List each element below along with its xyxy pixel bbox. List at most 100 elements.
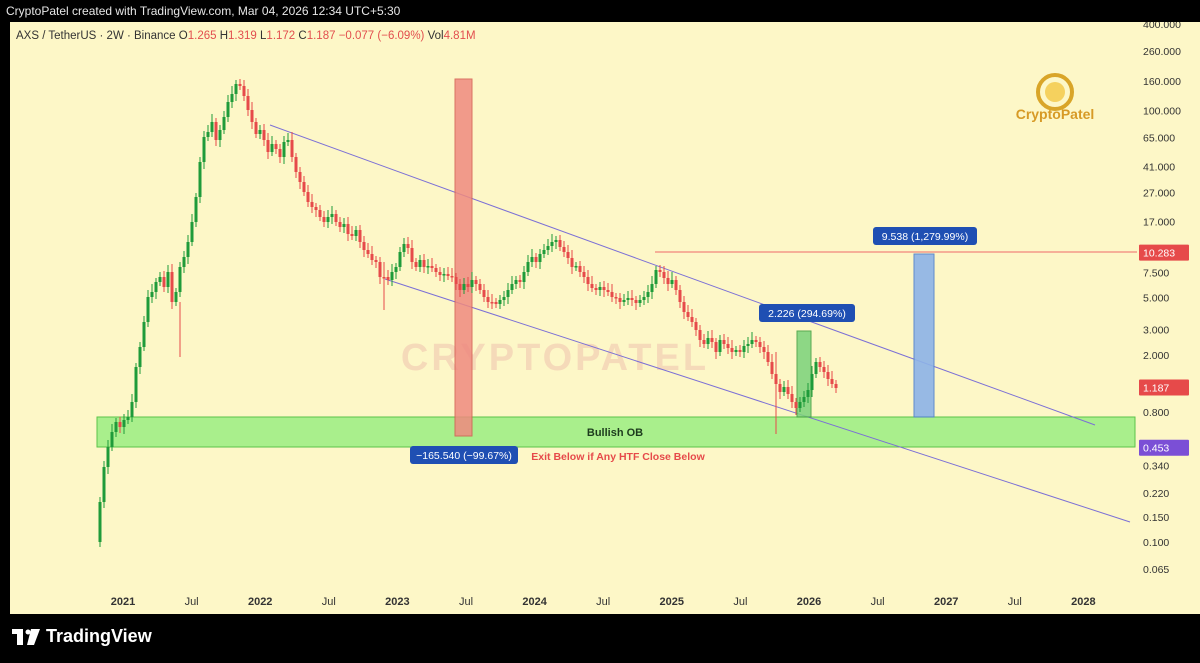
candle	[318, 205, 322, 221]
candle	[426, 259, 430, 274]
candle	[110, 424, 114, 451]
candle	[310, 194, 314, 213]
candle	[314, 203, 318, 217]
price-tag-text: 1.187	[1143, 383, 1169, 395]
candle	[770, 354, 774, 379]
candle	[622, 294, 626, 306]
candle	[530, 249, 534, 267]
candle	[570, 250, 574, 274]
candle	[670, 272, 674, 288]
candle	[674, 276, 678, 295]
time-tick-0: 2021	[111, 596, 135, 608]
candle	[202, 131, 206, 169]
candle	[586, 270, 590, 291]
candle	[378, 257, 382, 284]
candle	[410, 240, 414, 269]
candle	[574, 262, 578, 271]
channel-lower-line[interactable]	[384, 278, 1131, 523]
price-tag-text: 0.453	[1143, 443, 1169, 455]
candle	[438, 267, 442, 281]
candle	[642, 291, 646, 305]
candle	[682, 296, 686, 319]
candle	[182, 251, 186, 273]
candle	[350, 226, 354, 240]
candle	[518, 275, 522, 288]
candle	[458, 279, 462, 297]
candle	[422, 254, 426, 273]
price-tick-5: 41.000	[1143, 161, 1175, 173]
measure-label-drop[interactable]: −165.540 (−99.67%)	[410, 446, 518, 464]
candle	[210, 114, 214, 137]
candle	[758, 337, 762, 353]
candle	[722, 334, 726, 349]
candle	[614, 293, 618, 304]
price-chart[interactable]: AXS / TetherUS · 2W · Binance O1.265 H1.…	[10, 22, 1200, 614]
chart-credit-bar: CryptoPatel created with TradingView.com…	[0, 0, 1200, 22]
channel-upper-line[interactable]	[269, 124, 1096, 426]
change-value: −0.077 (−6.09%)	[338, 30, 425, 42]
tradingview-brand: TradingView	[46, 626, 152, 646]
candle	[730, 340, 734, 359]
candle	[430, 258, 434, 272]
cryptopatel-logo: CryptoPatel	[1016, 73, 1095, 122]
candle	[590, 276, 594, 292]
candle	[834, 380, 838, 393]
symbol-legend[interactable]: AXS / TetherUS · 2W · Binance O1.265 H1.…	[16, 30, 476, 42]
candlestick-series[interactable]	[98, 79, 838, 547]
candle	[806, 383, 810, 403]
bullish-ob-label: Bullish OB	[587, 427, 643, 439]
candle	[578, 261, 582, 277]
open-value: 1.265	[187, 30, 217, 42]
candle	[278, 144, 282, 163]
candle	[358, 225, 362, 248]
tradingview-logo[interactable]: TradingView	[12, 626, 152, 647]
candle	[354, 226, 358, 241]
candle	[330, 206, 334, 224]
low-label: L	[260, 30, 267, 42]
time-tick-1: Jul	[185, 596, 199, 608]
candle	[710, 330, 714, 348]
candle	[230, 86, 234, 108]
candle	[402, 238, 406, 257]
candle	[166, 265, 170, 293]
candle	[366, 243, 370, 258]
candle	[766, 345, 770, 366]
candle	[234, 80, 238, 101]
candle	[486, 290, 490, 308]
price-tag-ob: 0.453	[1139, 439, 1189, 456]
drop-measure-box[interactable]	[454, 78, 473, 437]
time-tick-9: Jul	[733, 596, 747, 608]
bullish-ob-zone[interactable]	[96, 416, 1136, 448]
candle	[798, 397, 802, 412]
measure-label-big[interactable]: 9.538 (1,279.99%)	[873, 227, 977, 245]
candle	[690, 309, 694, 327]
candle	[810, 366, 814, 397]
candle	[282, 136, 286, 164]
candle	[326, 210, 330, 228]
candle	[734, 346, 738, 356]
candle	[470, 272, 474, 293]
time-tick-6: 2024	[522, 596, 547, 608]
open-label: O	[178, 30, 188, 42]
measure-label-small-text: 2.226 (294.69%)	[768, 308, 846, 320]
logo-text: CryptoPatel	[1016, 106, 1095, 122]
price-tick-3: 100.000	[1143, 106, 1181, 118]
candle	[562, 241, 566, 257]
candle	[394, 263, 398, 279]
candle	[102, 461, 106, 508]
time-tick-4: 2023	[385, 596, 409, 608]
candle	[142, 316, 146, 351]
candle	[494, 298, 498, 308]
candle	[686, 305, 690, 321]
center-watermark: CRYPTOPATEL	[401, 337, 709, 379]
chart-canvas[interactable]: CryptoPatel CRYPTOPATEL Bullish OB −165.…	[10, 22, 1200, 614]
candle	[678, 285, 682, 308]
low-value: 1.172	[266, 30, 296, 42]
price-axis[interactable]: 400.000 260.000 160.000 100.000 65.000 41.000…	[1137, 22, 1200, 614]
time-axis[interactable]: 2021 Jul 2022 Jul 2023 Jul 2024 Jul 2025 Jul 2026 J…	[10, 589, 1137, 608]
measure-label-small[interactable]: 2.226 (294.69%)	[759, 304, 855, 322]
target-measure-box[interactable]	[913, 253, 935, 418]
candle	[370, 246, 374, 265]
candle	[450, 268, 454, 282]
candle	[490, 294, 494, 309]
